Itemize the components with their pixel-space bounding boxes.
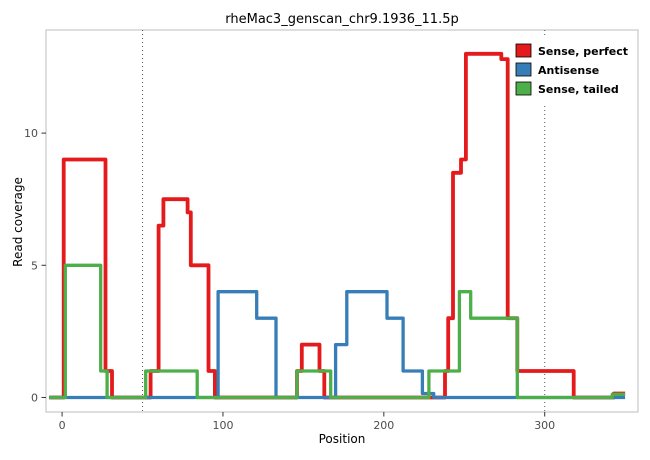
x-tick-label: 300 — [534, 419, 555, 432]
y-tick-label: 0 — [31, 391, 38, 404]
series-line-sense-tailed — [49, 263, 626, 400]
legend-key — [515, 62, 532, 77]
y-axis-label: Read coverage — [11, 177, 25, 267]
y-tick-label: 10 — [24, 127, 38, 140]
x-tick-label: 0 — [59, 419, 66, 432]
legend-key — [515, 43, 532, 58]
x-axis-label: Position — [318, 432, 366, 446]
y-tick-label: 5 — [31, 259, 38, 272]
series-line-antisense — [49, 290, 626, 400]
legend-label: Sense, tailed — [538, 83, 619, 96]
legend-label: Antisense — [538, 64, 599, 77]
x-tick-label: 200 — [373, 419, 394, 432]
x-tick-label: 100 — [212, 419, 233, 432]
chart-title: rheMac3_genscan_chr9.1936_11.5p — [225, 12, 459, 27]
legend-label: Sense, perfect — [538, 45, 628, 58]
legend-key — [515, 81, 532, 96]
